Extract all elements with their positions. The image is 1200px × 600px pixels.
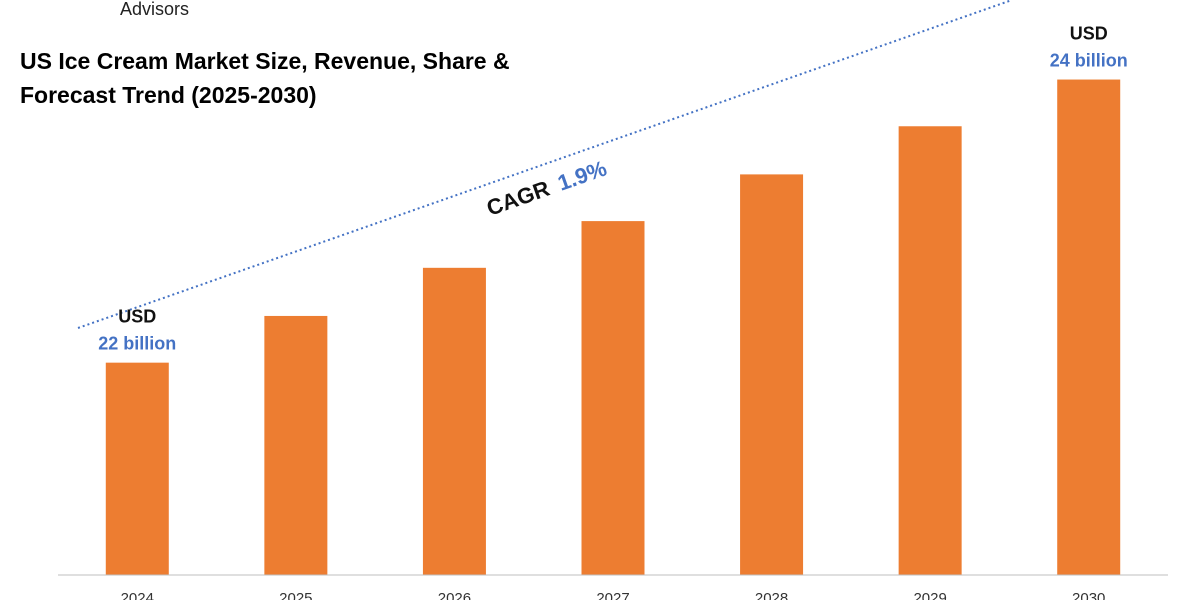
x-tick-2029: 2029: [913, 590, 946, 600]
x-tick-2027: 2027: [596, 590, 629, 600]
bar-series: [105, 79, 1121, 576]
x-tick-2025: 2025: [279, 590, 312, 600]
bar-2027: [581, 221, 645, 576]
cagr-label: CAGR 1.9%: [483, 155, 610, 220]
bar-2024: [105, 362, 169, 575]
bar-2028: [740, 174, 804, 575]
x-tick-2030: 2030: [1072, 590, 1105, 600]
x-tick-2024: 2024: [121, 590, 154, 600]
annotation-value-2030: 24 billion: [1050, 51, 1128, 71]
annotation-currency-2024: USD: [118, 307, 156, 327]
bar-2030: [1057, 79, 1121, 575]
x-tick-2026: 2026: [438, 590, 471, 600]
x-axis-ticks: 2024 2025 2026 2027 2028 2029 2030: [121, 590, 1106, 600]
bar-2025: [264, 315, 328, 575]
bar-2029: [898, 126, 962, 576]
annotation-value-2024: 22 billion: [98, 334, 176, 354]
bar-2026: [422, 267, 486, 575]
cagr-value: 1.9%: [554, 155, 610, 195]
chart-title-line-2: Forecast Trend (2025-2030): [20, 82, 317, 108]
brand-text: Advisors: [120, 0, 189, 19]
bar-annotations: USD 22 billion USD 24 billion: [98, 24, 1127, 354]
chart-title-line-1: US Ice Cream Market Size, Revenue, Share…: [20, 48, 510, 74]
x-tick-2028: 2028: [755, 590, 788, 600]
annotation-currency-2030: USD: [1070, 24, 1108, 44]
